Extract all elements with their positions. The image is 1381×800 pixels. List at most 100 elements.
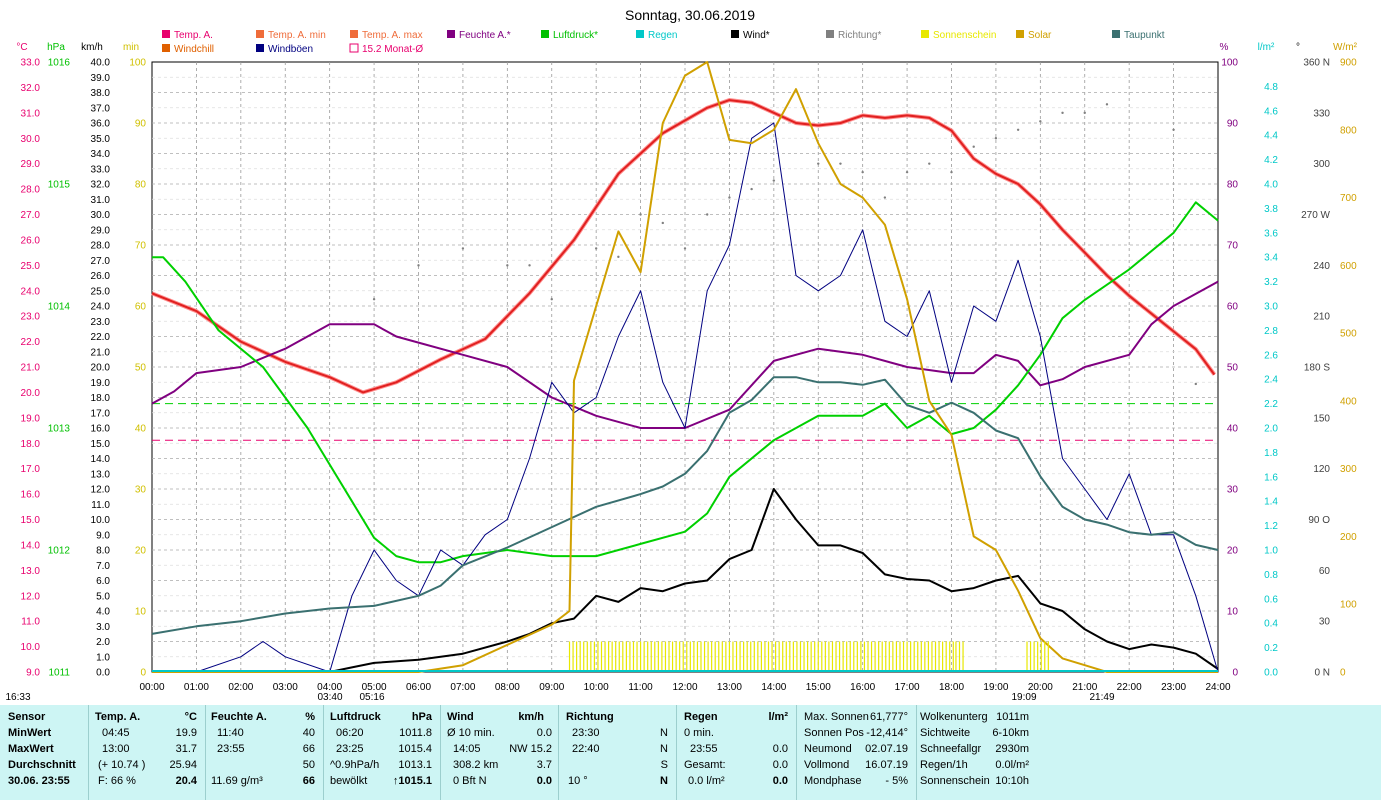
stats-cell: 61,777° [869,711,908,723]
stats-cell: Sichtweite [920,727,971,739]
stats-cell: ^0.9hPa/h [330,759,380,771]
axis-tick-label: 1011 [48,668,70,679]
direction-point [950,170,953,174]
axis-unit-label: l/m² [1258,42,1275,53]
stats-cell: Vollmond [804,759,850,771]
stats-humidity-unit: % [305,711,315,723]
axis-tick-label: 1.8 [1264,448,1278,459]
legend-item: 15.2 Monat-Ø [349,43,423,55]
axis-tick-label: 3.0 [1264,302,1278,313]
axis-tick-label: 80 [135,180,147,191]
legend-swatch [731,30,739,38]
stats-wind-unit: km/h [518,711,544,723]
direction-point [861,170,864,174]
legend-item: Wind* [731,30,770,41]
axis-tick-label: 17.0 [91,408,111,419]
axis-tick-label: 330 [1313,108,1330,119]
axis-tick-label: 22.0 [21,337,41,348]
axis-tick-label: 1014 [48,302,71,313]
x-tick-label: 03:00 [273,682,298,693]
series [151,61,1219,673]
stats-rain-col: Regen l/m² 0 min. 23:55 0.0 Gesamt: 0.0 0.0… [676,705,797,800]
axis-tick-label: 5.0 [96,591,110,602]
axis-tick-label: 1015 [48,180,71,191]
legend-swatch [162,30,170,38]
series-solar [152,61,1218,673]
axis-tick-label: 2.0 [1264,424,1278,435]
axis-unit-label: km/h [81,42,103,53]
x-tick-label: 16:00 [850,682,875,693]
stats-cell: N [660,775,668,787]
stats-cell: 0.0 [536,727,552,739]
x-tick-label: 01:00 [184,682,209,693]
axis-tick-label: 32.0 [21,83,41,94]
axis-tick-label: 2.2 [1264,399,1278,410]
legend-swatch [447,30,455,38]
legend-item: Taupunkt [1112,30,1165,41]
axis-unit-label: W/m² [1333,42,1358,53]
direction-point [639,213,642,216]
legend-swatch [349,43,359,53]
direction-point [905,170,909,174]
stats-temp-col: Temp. A. °C 04:45 19.9 13:00 31.7 (+ 10.74 … [88,705,206,800]
x-tick-label: 00:00 [139,682,164,693]
stats-cell: 0.0l/m² [995,759,1029,771]
axis-tick-label: 0.6 [1264,594,1278,605]
axis-unit-labels: °C hPa km/h min% l/m² ° W/m² [16,42,1357,53]
legend: Temp. A. Temp. A. min Temp. A. max Feuchte … [162,30,1165,55]
direction-point [417,264,420,267]
legend-item: Sonnenschein [921,30,996,41]
x-tick-label: 14:00 [761,682,786,693]
axis-tick-label: 15.0 [91,439,111,450]
direction-point [1105,103,1109,106]
legend-item: Temp. A. min [256,30,326,41]
axis-unit-label: min [123,42,139,53]
axis-tick-label: 0.0 [1264,668,1278,679]
axis-unit-label: °C [16,42,27,53]
axis-tick-label: 4.2 [1264,155,1278,166]
stats-cell: 20.4 [175,775,197,787]
stats-cell: 13:00 [102,743,130,755]
stats-direction-header: Richtung [566,711,614,723]
axis-tick-label: 21.0 [91,347,111,358]
stats-cell: 0.0 [536,775,552,787]
stats-row-label: Durchschnitt [8,759,76,771]
axis-tick-label: 3.0 [96,622,110,633]
grid [151,61,1219,673]
axis-tick-label: 16.0 [91,424,111,435]
axis-tick-label: 35.0 [91,134,111,145]
axis-tick-label: 33.0 [21,58,41,69]
direction-point [839,162,842,165]
axis-tick-label: 12.0 [91,485,111,496]
axis-tick-label: 1.2 [1264,521,1278,532]
series-taupunkt [151,376,1219,635]
legend-label: Richtung* [838,30,881,41]
axis-tick-label: 38.0 [91,88,111,99]
axis-tick-label: 20 [135,546,147,557]
stats-cell: 11.69 g/m³ [211,775,263,787]
axis-tick-label: 80 [1227,180,1239,191]
axis-tick-label: 7.0 [96,561,110,572]
x-tick-label: 10:00 [584,682,609,693]
stats-cell: 0 min. [684,727,714,739]
axis-tick-label: 200 [1340,532,1357,543]
axis-tick-label: 20 [1227,546,1239,557]
axis-tick-label: 30.0 [91,210,111,221]
axis-unit-label: hPa [47,42,65,53]
axis-tick-label: 18.0 [91,393,111,404]
legend-swatch [636,30,644,38]
axis-tick-label: 26.0 [91,271,111,282]
axis-tick-label: 10.0 [21,642,41,653]
axis-tick-label: 4.8 [1264,82,1278,93]
direction-point [683,247,687,250]
axis-tick-label: 1012 [48,546,71,557]
axis-tick-label: 40.0 [91,58,111,69]
time-marker: 19:09 [1011,692,1036,703]
axis-tick-label: 19.0 [91,378,111,389]
axis-tick-label: 3.4 [1264,253,1278,264]
axis-tick-label: 26.0 [21,235,41,246]
direction-point [1016,128,1020,131]
axis-tick-label: 27.0 [21,210,41,221]
stats-cell: 40 [302,727,315,739]
direction-point [706,213,709,216]
